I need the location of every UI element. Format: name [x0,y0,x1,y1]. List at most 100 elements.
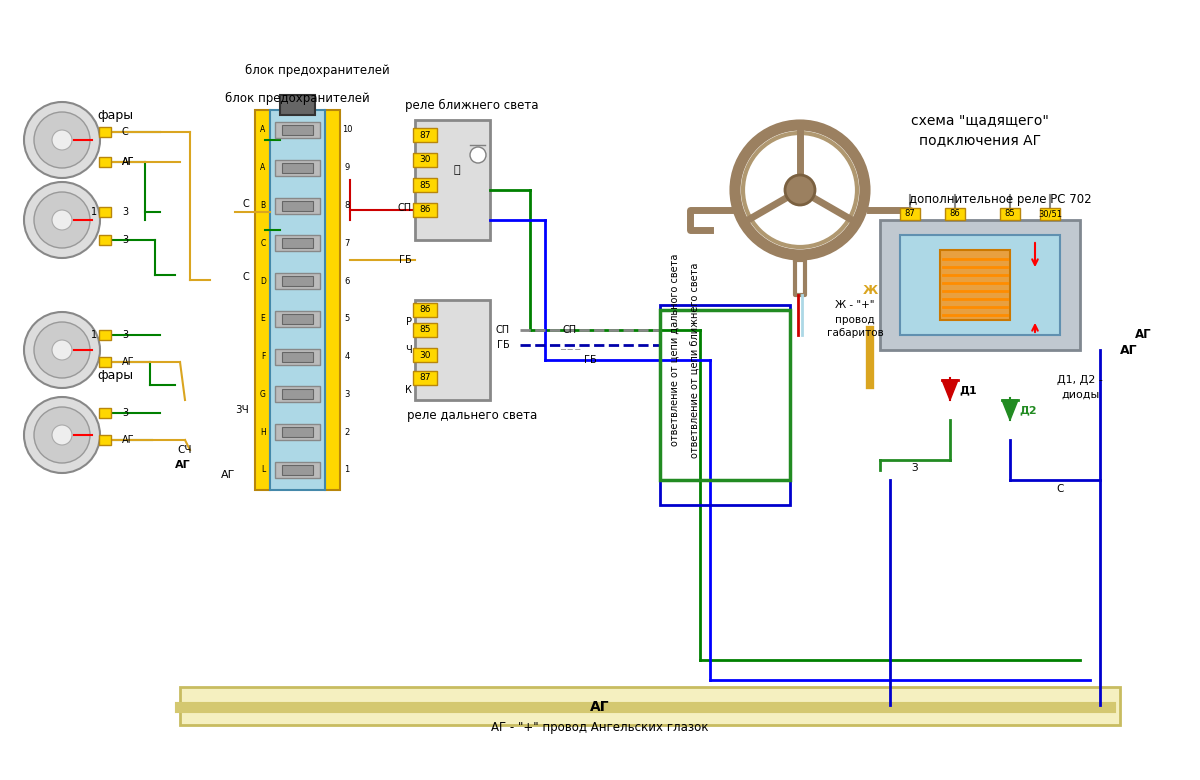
Text: 86: 86 [419,306,431,314]
Text: 87: 87 [419,130,431,140]
Text: H: H [260,427,266,437]
FancyBboxPatch shape [282,276,313,286]
Text: 85: 85 [419,325,431,335]
Text: С: С [242,272,250,282]
Text: ГБ: ГБ [400,255,412,265]
Polygon shape [942,380,958,400]
FancyBboxPatch shape [275,160,320,176]
Text: реле дальнего света: реле дальнего света [407,409,538,421]
Circle shape [785,175,815,205]
Text: 85: 85 [419,180,431,190]
FancyBboxPatch shape [256,110,270,490]
FancyBboxPatch shape [275,236,320,251]
FancyBboxPatch shape [98,235,112,245]
FancyBboxPatch shape [98,157,112,167]
Text: 30/51: 30/51 [1038,210,1062,218]
Text: ⬛: ⬛ [454,165,461,175]
Text: B: B [260,201,265,210]
Text: Ж: Ж [863,283,877,296]
FancyBboxPatch shape [275,122,320,138]
Text: 6: 6 [344,277,349,285]
Text: 4: 4 [344,352,349,361]
Circle shape [34,407,90,463]
FancyBboxPatch shape [98,435,112,445]
Text: 3Ч: 3Ч [235,405,248,415]
Text: Ч: Ч [406,345,412,355]
Text: G: G [260,390,266,399]
Text: Ж - "+": Ж - "+" [835,300,875,310]
Text: 5: 5 [344,314,349,324]
FancyBboxPatch shape [413,153,437,167]
Text: габаритов: габаритов [827,328,883,338]
FancyBboxPatch shape [282,239,313,248]
Circle shape [470,147,486,163]
FancyBboxPatch shape [880,220,1080,350]
Text: 3: 3 [122,207,128,217]
Text: 30: 30 [419,155,431,165]
Text: блок предохранителей: блок предохранителей [224,91,370,105]
Text: З: З [912,463,918,473]
FancyBboxPatch shape [282,125,313,135]
Text: СП: СП [496,325,510,335]
FancyBboxPatch shape [282,427,313,438]
FancyBboxPatch shape [275,197,320,214]
Text: ГБ: ГБ [497,340,510,350]
Text: АГ: АГ [590,700,610,714]
FancyBboxPatch shape [415,120,490,240]
Text: С: С [242,199,250,209]
Text: 3: 3 [122,330,128,340]
Text: фары: фары [97,108,133,122]
Text: D: D [260,277,266,285]
FancyBboxPatch shape [325,110,340,490]
FancyBboxPatch shape [180,687,1120,725]
Text: АГ: АГ [122,157,134,167]
Circle shape [34,112,90,168]
Text: 87: 87 [905,210,916,218]
FancyBboxPatch shape [413,303,437,317]
Text: подключения АГ: подключения АГ [919,133,1042,147]
FancyBboxPatch shape [1000,208,1020,220]
Text: АГ: АГ [122,157,134,167]
Polygon shape [1002,400,1018,420]
Circle shape [24,182,100,258]
Text: 87: 87 [419,374,431,382]
FancyBboxPatch shape [98,127,112,137]
Text: 85: 85 [1004,210,1015,218]
FancyBboxPatch shape [98,330,112,340]
Circle shape [52,425,72,445]
FancyBboxPatch shape [282,163,313,173]
FancyBboxPatch shape [98,408,112,418]
Text: С: С [1056,484,1063,494]
FancyBboxPatch shape [900,235,1060,335]
FancyBboxPatch shape [282,352,313,362]
Text: E: E [260,314,265,324]
FancyBboxPatch shape [275,311,320,327]
FancyBboxPatch shape [900,208,920,220]
Text: Р: Р [406,317,412,327]
FancyBboxPatch shape [282,314,313,324]
Text: ответвление от цепи ближнего света: ответвление от цепи ближнего света [690,262,700,458]
Text: 3: 3 [344,390,349,399]
Circle shape [52,130,72,150]
Text: 2: 2 [344,427,349,437]
Text: ─ ─ ─: ─ ─ ─ [560,346,580,354]
FancyBboxPatch shape [413,348,437,362]
FancyBboxPatch shape [946,208,965,220]
FancyBboxPatch shape [415,300,490,400]
Text: фары: фары [97,368,133,381]
Text: дополнительное реле РС 702: дополнительное реле РС 702 [908,193,1091,207]
Text: АГ: АГ [1135,328,1152,342]
FancyBboxPatch shape [275,273,320,289]
Text: СЧ: СЧ [178,445,192,455]
FancyBboxPatch shape [280,95,314,115]
FancyBboxPatch shape [98,357,112,367]
Text: 3: 3 [122,408,128,418]
Text: диоды: диоды [1061,390,1099,400]
Text: блок предохранителей: блок предохранителей [245,63,389,76]
FancyBboxPatch shape [98,207,112,217]
FancyBboxPatch shape [282,389,313,399]
Text: 1: 1 [91,207,97,217]
Circle shape [52,340,72,360]
Text: 30: 30 [419,350,431,360]
FancyBboxPatch shape [270,110,325,490]
